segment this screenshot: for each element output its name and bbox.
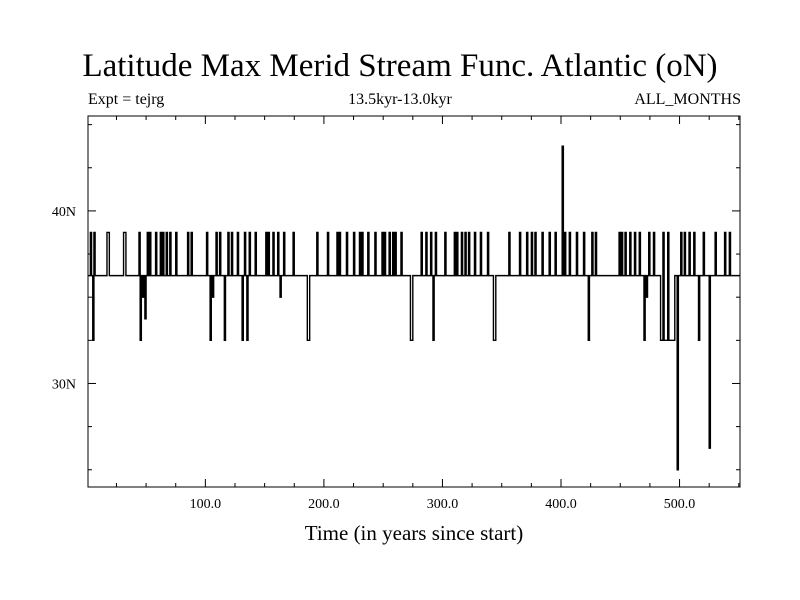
x-axis-label: Time (in years since start) [304,521,524,545]
x-tick-label: 300.0 [427,497,459,512]
x-tick-label: 100.0 [190,497,222,512]
x-tick-label: 400.0 [545,497,577,512]
months-label: ALL_MONTHS [634,91,741,108]
chart-title: Latitude Max Merid Stream Func. Atlantic… [82,48,718,84]
x-axis-ticks: 100.0 200.0 300.0 400.0 500.0 [115,116,740,512]
y-tick-label: 40N [52,205,76,220]
plot-frame [87,115,741,488]
y-tick-label: 30N [52,377,76,392]
x-tick-label: 200.0 [308,497,340,512]
period-label: 13.5kyr-13.0kyr [348,91,452,108]
y-axis-ticks: 30N 40N [52,124,740,471]
series-line [88,145,740,471]
experiment-label: Expt = tejrg [88,91,165,108]
x-tick-label: 500.0 [664,497,696,512]
